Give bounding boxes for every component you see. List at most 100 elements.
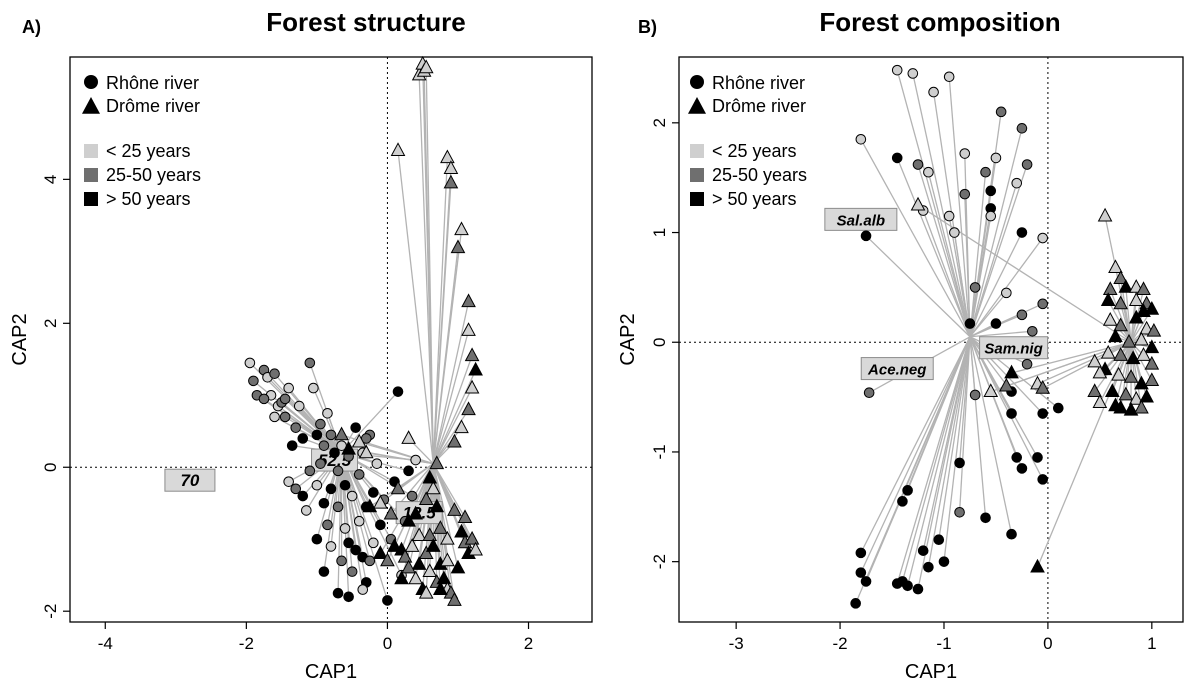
data-point-triangle [1108,397,1123,412]
data-point-circle [403,465,414,477]
data-point-circle [928,86,939,98]
data-point-triangle [1134,399,1149,414]
centroid-line [860,138,971,338]
data-point-circle [969,389,981,401]
x-tick-label: 2 [524,634,533,653]
data-point-circle [297,433,309,444]
centroid-line [1011,341,1132,374]
data-point-circle [346,490,358,502]
data-point-circle [902,485,913,496]
centroid-line [969,336,1044,480]
centroid-line [274,416,342,454]
centroid-line [425,67,434,464]
x-tick-label: 1 [1147,634,1156,653]
data-point-triangle [440,530,455,545]
data-point-circle [308,382,319,394]
centroid-line [969,232,1023,338]
centroid-line [969,292,1007,338]
data-point-circle [318,440,330,451]
data-point-circle [339,479,351,491]
data-point-circle [850,598,861,609]
data-point-circle [339,523,351,534]
data-point-triangle [1004,364,1019,379]
data-point-circle [1006,408,1017,419]
centroid-line [896,336,971,584]
centroid-line [860,336,971,554]
x-axis-label: CAP1 [905,661,957,683]
data-point-circle [371,458,383,469]
centroid-line [969,336,1013,535]
annotation-box [979,336,1049,360]
centroid-line [397,150,434,464]
data-point-triangle [1113,270,1128,285]
x-tick-label: -1 [936,634,951,653]
data-point-circle [954,506,965,518]
legend-swatch [84,168,98,182]
data-point-circle [985,210,997,222]
data-point-circle [980,512,991,524]
annotation-label: Ace.neg [867,362,926,379]
data-point-triangle [1102,311,1118,326]
data-point-triangle [401,559,416,574]
legend: Rhône river Drôme river < 25 years 25-50 ye… [82,73,201,209]
panel-a: A) Forest structure -4 -2 0 2 -2 0 2 4 CAP1 CAP2 70 5… [9,7,593,683]
x-tick-label: -3 [729,634,744,653]
data-point-triangle [1097,207,1113,222]
data-point-triangle [468,541,483,556]
plot-frame [69,56,593,623]
data-point-triangle [450,559,466,574]
y-tick-label: 1 [650,228,669,237]
data-point-circle [860,230,872,242]
centroid-line [969,215,992,337]
data-point-circle [332,465,344,477]
centroid-line [969,182,1018,337]
legend: Rhône river Drôme river < 25 years 25-50 ye… [688,73,807,209]
data-point-circle [943,71,955,83]
legend-swatch [84,144,98,158]
centroid-line [969,336,987,518]
data-point-triangle [1136,347,1151,361]
data-point-circle [382,595,393,606]
data-point-circle [318,566,330,577]
data-point-triangle [1146,322,1162,337]
centroid-line [912,73,971,337]
x-tick-label: -2 [833,634,848,653]
y-tick-label: 2 [650,118,669,127]
centroid-line [1111,342,1132,392]
centroid-line [906,336,971,586]
data-point-triangle [443,174,459,189]
data-point-triangle [440,149,455,164]
data-point-circle [350,544,361,556]
legend-swatch [690,144,704,158]
data-point-triangle [464,530,480,545]
data-point-triangle [334,426,349,441]
data-point-circle [290,483,302,495]
data-point-triangle [358,444,374,459]
data-point-circle [368,487,379,498]
data-point-triangle [454,419,469,434]
centroid-line [281,401,342,454]
x-axis-label: CAP1 [305,661,357,683]
x-tick-label: -4 [98,634,113,653]
data-point-circle [304,465,316,477]
data-point-circle [1016,309,1028,321]
legend-label: 25-50 years [106,165,201,185]
centroid-line [865,235,971,338]
data-point-triangle [983,383,999,398]
data-point-circle [1011,177,1023,189]
data-point-circle [891,578,903,589]
data-point-triangle [454,221,469,236]
centroid-line [969,128,1023,337]
data-point-triangle [999,377,1014,392]
data-point-circle [375,519,386,531]
panel-letter: A) [22,17,41,37]
data-point-triangle [1128,292,1144,306]
data-point-circle [283,382,294,394]
centroid-line [432,301,470,464]
data-point-circle [279,411,291,423]
legend-label: Drôme river [106,96,200,116]
data-point-circle [923,166,934,178]
data-point-triangle [447,592,462,606]
data-point-triangle [1102,281,1118,295]
data-point-circle [933,534,945,546]
